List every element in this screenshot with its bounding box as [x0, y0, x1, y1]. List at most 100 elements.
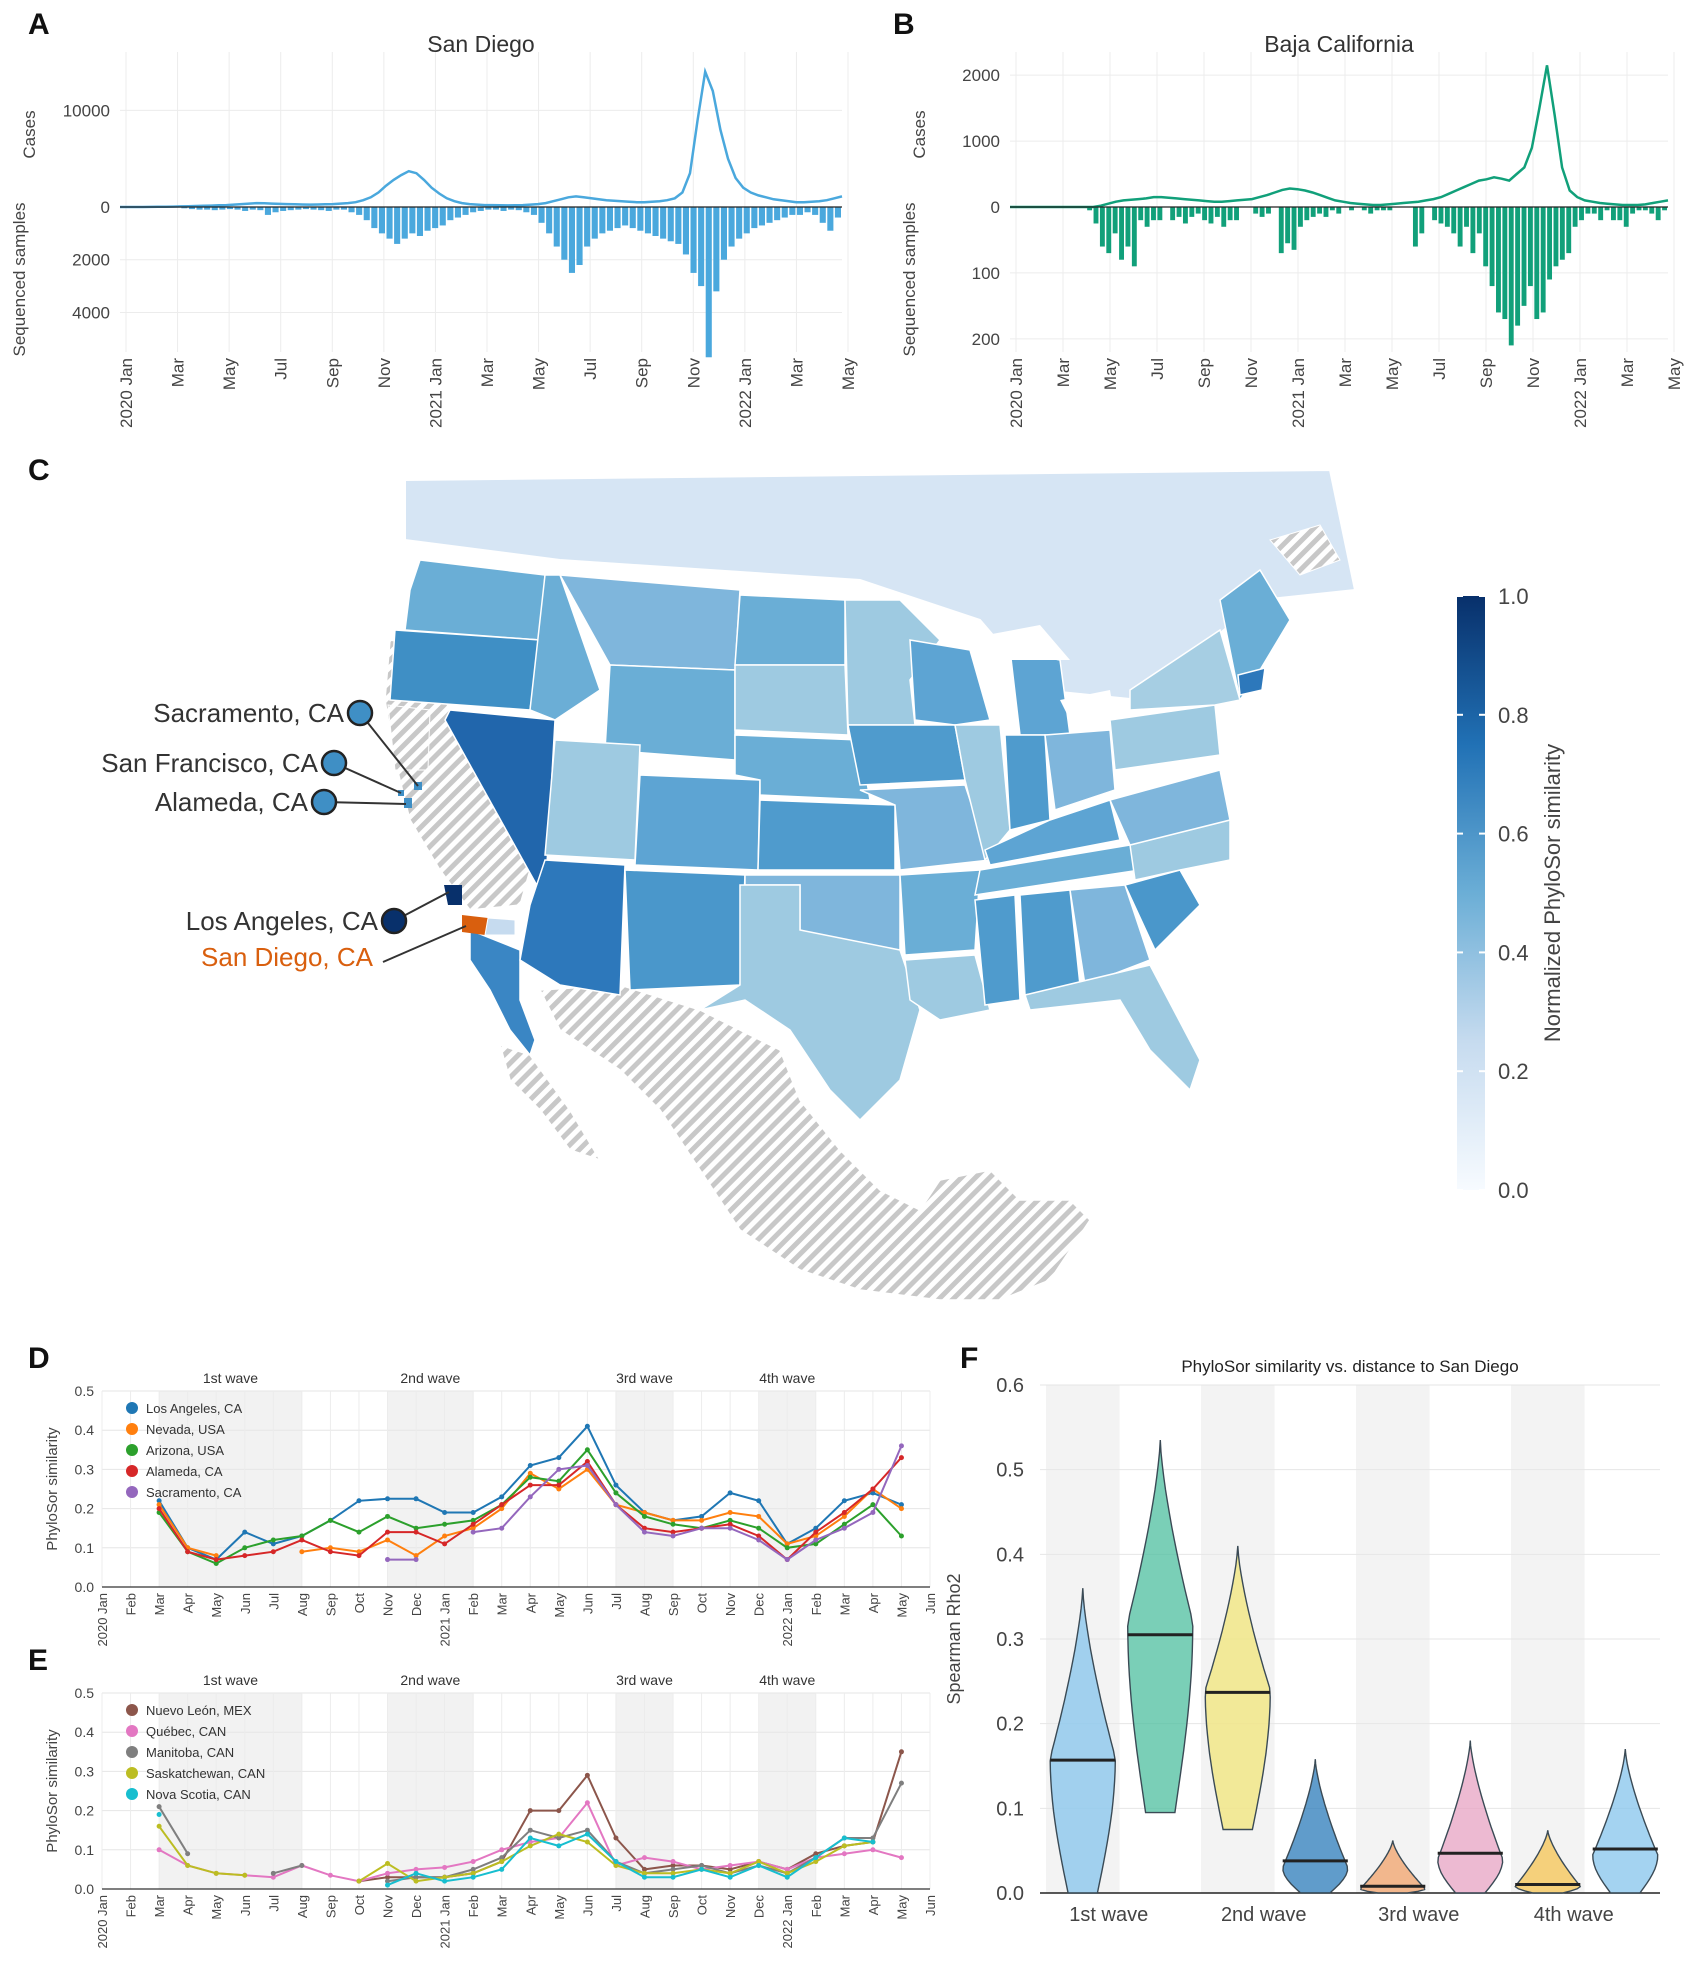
- sample-bar: [1649, 207, 1655, 214]
- legend-marker: [126, 1423, 138, 1435]
- x-tick-label: 3rd wave: [1378, 1904, 1459, 1926]
- x-tick-label: 2021 Jan: [438, 1593, 453, 1647]
- series-point: [413, 1870, 419, 1876]
- sample-bar: [553, 207, 560, 247]
- sample-bar: [705, 207, 712, 358]
- series-point: [442, 1510, 448, 1516]
- sample-bar: [1489, 207, 1495, 287]
- x-tick-label: 2022 Jan: [780, 1895, 795, 1949]
- series-point: [727, 1862, 733, 1868]
- map-kentucky: [984, 799, 1121, 866]
- y-tick-label: 0.3: [75, 1461, 95, 1477]
- x-tick-label: 2022 Jan: [780, 1593, 795, 1647]
- chart-title: PhyloSor similarity vs. distance to San …: [1181, 1357, 1518, 1376]
- x-tick-label: Mar: [1336, 358, 1355, 388]
- callout-label-alameda: Alameda, CA: [155, 787, 309, 817]
- x-tick-label: 4th wave: [1534, 1904, 1614, 1926]
- sample-bar: [1157, 207, 1163, 221]
- series-point: [670, 1870, 676, 1876]
- sample-bar: [1170, 207, 1176, 221]
- x-tick-label: May: [1665, 358, 1684, 391]
- series-point: [756, 1537, 762, 1543]
- x-tick-label: Sep: [323, 358, 342, 388]
- series-point: [898, 1506, 904, 1512]
- series-point: [385, 1537, 391, 1543]
- panel-d-line-chart: 1st wave 2nd wave 3rd wave 4th wave 0.0 0.1 0.…: [44, 1370, 938, 1647]
- legend-label: Manitoba, CAN: [146, 1745, 234, 1760]
- sample-bar: [1138, 207, 1144, 221]
- series-point: [156, 1804, 162, 1810]
- series-point: [470, 1510, 476, 1516]
- sample-bar: [546, 207, 553, 234]
- legend-label: Sacramento, CA: [146, 1485, 242, 1500]
- sample-bar: [249, 207, 256, 210]
- map-new-york: [1129, 628, 1241, 711]
- series-point: [727, 1517, 733, 1523]
- sample-bar: [1087, 207, 1093, 211]
- sample-bar: [1521, 207, 1527, 306]
- x-tick-label: Apr: [866, 1894, 881, 1915]
- panel-e-line-chart: 1st wave 2nd wave 3rd wave 4th wave 0.0 0.1 0.…: [44, 1672, 938, 1949]
- series-point: [242, 1529, 248, 1535]
- sample-bar: [181, 207, 188, 209]
- series-point: [813, 1541, 819, 1547]
- series-point: [442, 1541, 448, 1547]
- colorbar-tick-label: 0.0: [1498, 1178, 1529, 1203]
- sample-bar: [690, 207, 697, 273]
- series-point: [156, 1847, 162, 1853]
- legend-marker: [126, 1767, 138, 1779]
- series-point: [499, 1847, 505, 1853]
- series-point: [556, 1455, 562, 1461]
- x-tick-label: Jun: [580, 1593, 595, 1614]
- series-point: [870, 1502, 876, 1508]
- series-point: [527, 1482, 533, 1488]
- series-point: [670, 1859, 676, 1865]
- sample-bar: [462, 207, 469, 215]
- x-tick-label: Apr: [181, 1894, 196, 1915]
- legend-marker: [126, 1465, 138, 1477]
- wave-band: [159, 1693, 302, 1889]
- sample-bar: [363, 207, 370, 221]
- y-tick-label: 0.1: [75, 1540, 95, 1556]
- x-tick-label: Jul: [1430, 358, 1449, 380]
- y-tick-label-top: 0: [991, 198, 1000, 217]
- series-point: [556, 1486, 562, 1492]
- sample-bar: [1598, 207, 1604, 221]
- series-point: [870, 1847, 876, 1853]
- series-point: [727, 1866, 733, 1872]
- x-tick-label: Mar: [787, 358, 806, 388]
- y-axis-label-bottom: Sequenced samples: [10, 202, 29, 356]
- map-utah: [544, 739, 641, 861]
- y-tick-label-top: 10000: [63, 101, 110, 120]
- series-point: [556, 1482, 562, 1488]
- sample-bar: [652, 207, 659, 236]
- series-point: [385, 1861, 391, 1867]
- wave-label: 1st wave: [203, 1370, 258, 1386]
- x-tick-label: Dec: [409, 1895, 424, 1919]
- series-point: [556, 1831, 562, 1837]
- series-point: [756, 1859, 762, 1865]
- series-point: [670, 1866, 676, 1872]
- series-point: [185, 1862, 191, 1868]
- series-point: [270, 1549, 276, 1555]
- series-point: [670, 1529, 676, 1535]
- map-quebec-hatched: [1269, 524, 1341, 576]
- sample-bar: [812, 207, 819, 215]
- series-point: [584, 1839, 590, 1845]
- series-point: [356, 1878, 362, 1884]
- sample-bar: [1106, 207, 1112, 254]
- x-tick-label: Jun: [923, 1593, 938, 1614]
- sample-bar: [1195, 207, 1201, 214]
- series-point: [841, 1525, 847, 1531]
- sample-bar: [1508, 207, 1514, 346]
- x-tick-label: May: [220, 358, 239, 391]
- series-point: [613, 1482, 619, 1488]
- x-tick-label: Nov: [381, 1593, 396, 1617]
- series-point: [527, 1462, 533, 1468]
- series-point: [898, 1502, 904, 1508]
- sample-bar: [660, 207, 667, 239]
- series-point: [870, 1510, 876, 1516]
- series-point: [613, 1835, 619, 1841]
- sample-bar: [591, 207, 598, 239]
- series-point: [213, 1557, 219, 1563]
